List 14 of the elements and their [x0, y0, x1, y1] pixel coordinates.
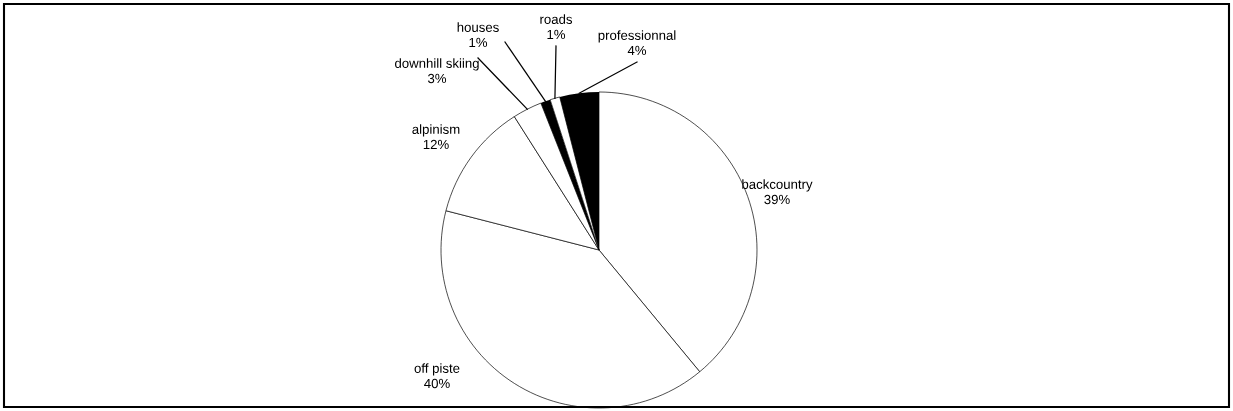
- data-label: 39%: [764, 194, 790, 205]
- data-label: 3%: [427, 73, 447, 84]
- slice-label: backcountry: [742, 179, 813, 192]
- slice-label: houses: [457, 22, 499, 32]
- slice-label: alpinism: [412, 124, 460, 137]
- data-label: 1%: [469, 37, 488, 48]
- data-label: 40%: [424, 378, 450, 389]
- data-label: 12%: [423, 139, 449, 150]
- data-label: 1%: [547, 29, 566, 40]
- data-label: 4%: [627, 45, 647, 56]
- slice-label: downhill skiing: [395, 58, 479, 71]
- slice-label: roads: [540, 14, 573, 24]
- slice-label: professionnal: [598, 30, 676, 43]
- slice-label: off piste: [414, 363, 460, 376]
